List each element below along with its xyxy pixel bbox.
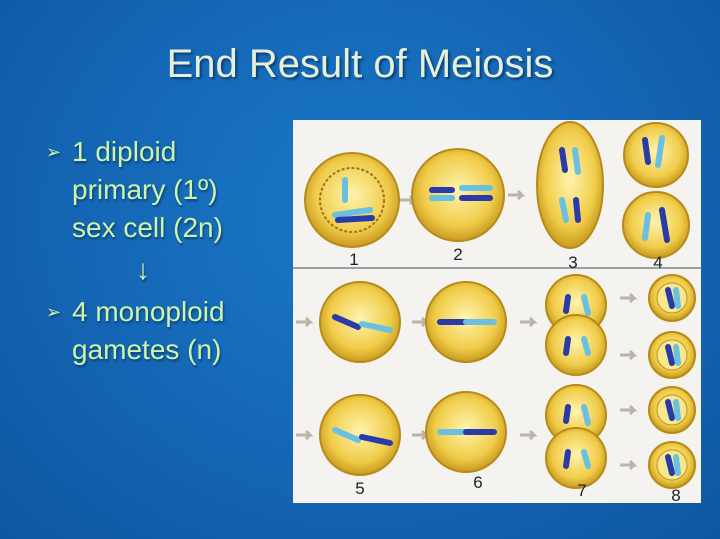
chromosome — [332, 427, 361, 443]
arrow-icon — [412, 429, 430, 441]
chromosome — [673, 287, 681, 309]
arrow-icon — [412, 316, 430, 328]
bullet-item: ➢ 1 diploid primary (1º) sex cell (2n) — [46, 133, 225, 247]
stage-label: 1 — [349, 250, 358, 269]
stage-label: 8 — [671, 486, 680, 505]
stage-label: 3 — [568, 253, 577, 272]
chromosome — [659, 207, 670, 243]
arrow-icon — [508, 189, 526, 201]
bullet-line: 4 monoploid — [72, 296, 225, 327]
chromosome — [665, 287, 675, 309]
chromosome — [642, 212, 651, 241]
bullet-arrow-icon: ➢ — [46, 142, 62, 162]
arrow-icon — [520, 429, 538, 441]
bullet-line: gametes (n) — [72, 334, 222, 365]
cell — [545, 314, 607, 376]
arrow-icon — [620, 459, 638, 471]
arrow-icon — [520, 316, 538, 328]
stage-label: 6 — [473, 473, 482, 492]
chromosome — [559, 147, 568, 173]
chromosome — [665, 344, 675, 366]
chromosome — [665, 399, 675, 421]
bullet-line: 1 diploid — [72, 136, 177, 167]
stage-label: 5 — [355, 479, 364, 498]
bullet-line: primary (1º) — [72, 174, 218, 205]
stage-label: 7 — [577, 481, 586, 500]
chromosome — [673, 454, 681, 476]
chromosome — [563, 336, 571, 356]
chromosome — [559, 197, 569, 223]
chromosome — [563, 449, 571, 469]
chromosome — [673, 399, 681, 421]
cell — [536, 121, 604, 249]
cells — [296, 121, 696, 489]
stage-label: 2 — [453, 245, 462, 264]
chromosome — [573, 197, 581, 223]
chromosome — [581, 294, 591, 316]
chromosome — [359, 321, 393, 333]
cell — [411, 148, 505, 242]
chromosome — [359, 434, 393, 446]
chromosome — [572, 147, 581, 175]
bullet-item: ➢ 4 monoploid gametes (n) — [46, 293, 225, 369]
arrow-icon — [296, 316, 314, 328]
arrow-icon — [620, 349, 638, 361]
chromosome — [665, 454, 675, 476]
bullet-list: ➢ 1 diploid primary (1º) sex cell (2n) ↓… — [46, 133, 225, 369]
stage-label: 4 — [653, 253, 662, 272]
chromosome — [581, 336, 591, 356]
bullet-arrow-icon: ➢ — [46, 302, 62, 322]
arrow-icon — [296, 429, 314, 441]
chromosome — [581, 449, 591, 469]
chromosome — [335, 215, 375, 223]
cell — [623, 122, 689, 188]
chromosome — [332, 314, 361, 330]
stage-labels: 1 2 3 4 5 6 7 8 — [349, 245, 680, 505]
chromosome — [642, 137, 651, 165]
chromosome — [581, 404, 591, 426]
chromosome — [655, 135, 665, 168]
slide-title: End Result of Meiosis — [166, 42, 554, 86]
arrow-icon — [620, 292, 638, 304]
cell — [545, 427, 607, 489]
cell — [304, 152, 400, 248]
nucleus — [319, 167, 385, 233]
arrow-icon — [620, 404, 638, 416]
chromosome — [563, 404, 571, 424]
cell — [622, 191, 690, 259]
down-arrow-icon: ↓ — [136, 254, 150, 285]
chromosome — [563, 294, 571, 314]
chromosome — [332, 207, 373, 218]
chromosome — [673, 344, 681, 366]
bullet-line: sex cell (2n) — [72, 212, 223, 243]
